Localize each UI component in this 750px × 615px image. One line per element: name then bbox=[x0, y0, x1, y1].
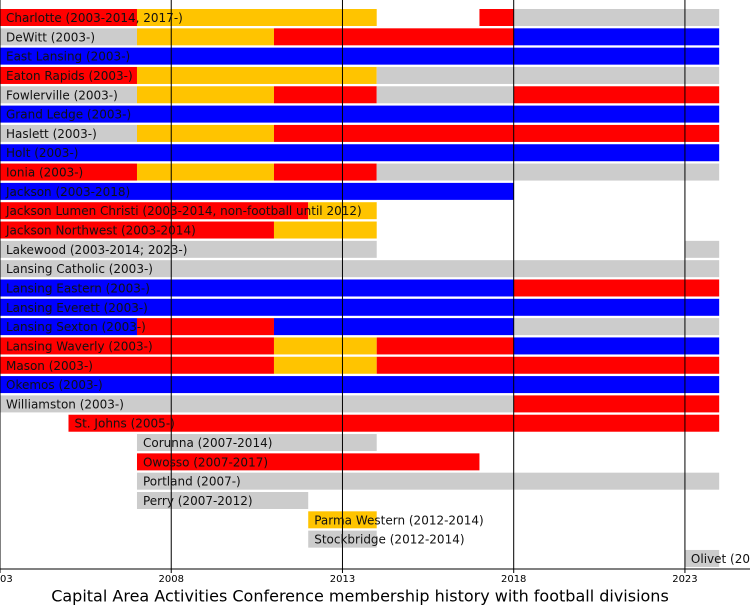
row-label: Okemos (2003-) bbox=[6, 378, 103, 392]
segment bbox=[0, 182, 514, 200]
row-label: Perry (2007-2012) bbox=[143, 494, 253, 508]
segment bbox=[513, 318, 720, 336]
segment bbox=[0, 28, 137, 46]
row-label: DeWitt (2003-) bbox=[6, 30, 95, 44]
segment bbox=[513, 279, 720, 297]
segment bbox=[273, 163, 377, 181]
row-label: Grand Ledge (2003-) bbox=[6, 108, 131, 122]
row-label: Olivet (2023-) bbox=[691, 552, 750, 566]
segment bbox=[0, 240, 377, 258]
segment bbox=[0, 298, 720, 316]
segment bbox=[0, 337, 274, 355]
segment bbox=[513, 395, 720, 413]
row-label: Haslett (2003-) bbox=[6, 127, 97, 141]
row-label: Stockbridge (2012-2014) bbox=[314, 533, 464, 547]
chart-title: Capital Area Activities Conference membe… bbox=[51, 587, 669, 606]
segment bbox=[136, 86, 274, 104]
row-label: Eaton Rapids (2003-) bbox=[6, 69, 133, 83]
segment bbox=[513, 9, 720, 26]
segment bbox=[0, 279, 514, 297]
segment bbox=[0, 105, 720, 123]
segment bbox=[0, 376, 720, 394]
row-label: Lansing Everett (2003-) bbox=[6, 301, 148, 315]
segment bbox=[684, 240, 720, 258]
segment bbox=[273, 28, 514, 46]
segment bbox=[0, 395, 514, 413]
row-label: Charlotte (2003-2014, 2017-) bbox=[6, 11, 183, 25]
row-labels: Charlotte (2003-2014, 2017-) DeWitt (2003… bbox=[5, 11, 750, 566]
segment bbox=[513, 86, 720, 104]
row-label: Fowlerville (2003-) bbox=[6, 88, 118, 102]
segment bbox=[684, 549, 720, 567]
row-label: Mason (2003-) bbox=[6, 359, 93, 373]
segment bbox=[273, 318, 514, 336]
row-label: Lansing Catholic (2003-) bbox=[6, 262, 153, 276]
row-label: Ionia (2003-) bbox=[6, 166, 83, 180]
segment bbox=[0, 47, 720, 65]
row-label: East Lansing (2003-) bbox=[6, 50, 130, 64]
segment bbox=[0, 144, 720, 162]
segment bbox=[0, 202, 309, 220]
grid bbox=[0, 0, 686, 569]
row-label: Owosso (2007-2017) bbox=[143, 455, 268, 469]
segment bbox=[136, 28, 274, 46]
segment bbox=[273, 356, 377, 374]
segment bbox=[136, 453, 480, 471]
row-label: Lansing Waverly (2003-) bbox=[6, 339, 153, 353]
row-label: Jackson Northwest (2003-2014) bbox=[5, 224, 196, 238]
row-label: Corunna (2007-2014) bbox=[143, 436, 272, 450]
row-label: Williamston (2003-) bbox=[6, 397, 124, 411]
row-label: Jackson (2003-2018) bbox=[5, 185, 130, 199]
segment bbox=[136, 492, 309, 509]
row-label: Portland (2007-) bbox=[143, 475, 241, 489]
segment bbox=[0, 356, 274, 374]
row-label: Lansing Eastern (2003-) bbox=[6, 281, 150, 295]
segment bbox=[376, 163, 720, 181]
segment bbox=[136, 318, 274, 336]
segment bbox=[376, 337, 514, 355]
segment bbox=[0, 221, 274, 239]
row-label: Lansing Sexton (2003-) bbox=[6, 320, 146, 334]
segment bbox=[0, 9, 137, 26]
segment bbox=[136, 163, 274, 181]
x-tick-label: 2008 bbox=[159, 574, 184, 585]
segment bbox=[136, 66, 377, 84]
x-tick-label: 2023 bbox=[672, 574, 697, 585]
segment bbox=[0, 86, 137, 104]
segment bbox=[513, 28, 720, 46]
row-label: Parma Western (2012-2014) bbox=[314, 513, 483, 527]
segment bbox=[136, 124, 274, 142]
row-label: Holt (2003-) bbox=[6, 146, 78, 160]
segment bbox=[376, 86, 514, 104]
row-label: Lakewood (2003-2014; 2023-) bbox=[6, 243, 187, 257]
x-tick-label: 2013 bbox=[330, 574, 355, 585]
segment bbox=[136, 434, 377, 452]
segment bbox=[68, 414, 720, 432]
segment bbox=[0, 124, 137, 142]
segment bbox=[273, 124, 720, 142]
segment bbox=[136, 472, 720, 490]
segment bbox=[136, 9, 377, 26]
x-tick-label: 2018 bbox=[501, 574, 526, 585]
segment bbox=[0, 163, 137, 181]
segment bbox=[479, 9, 514, 26]
segment bbox=[0, 260, 720, 278]
row-label: St. Johns (2005-) bbox=[74, 417, 174, 431]
segment bbox=[513, 337, 720, 355]
segment bbox=[0, 318, 137, 336]
segment bbox=[273, 221, 377, 239]
segment bbox=[273, 337, 377, 355]
segment bbox=[0, 66, 137, 84]
segment bbox=[376, 356, 720, 374]
segment bbox=[273, 86, 377, 104]
row-label: Jackson Lumen Christi (2003-2014, non-fo… bbox=[5, 204, 362, 218]
x-tick-label: 2003 bbox=[0, 574, 13, 585]
segment bbox=[376, 66, 720, 84]
